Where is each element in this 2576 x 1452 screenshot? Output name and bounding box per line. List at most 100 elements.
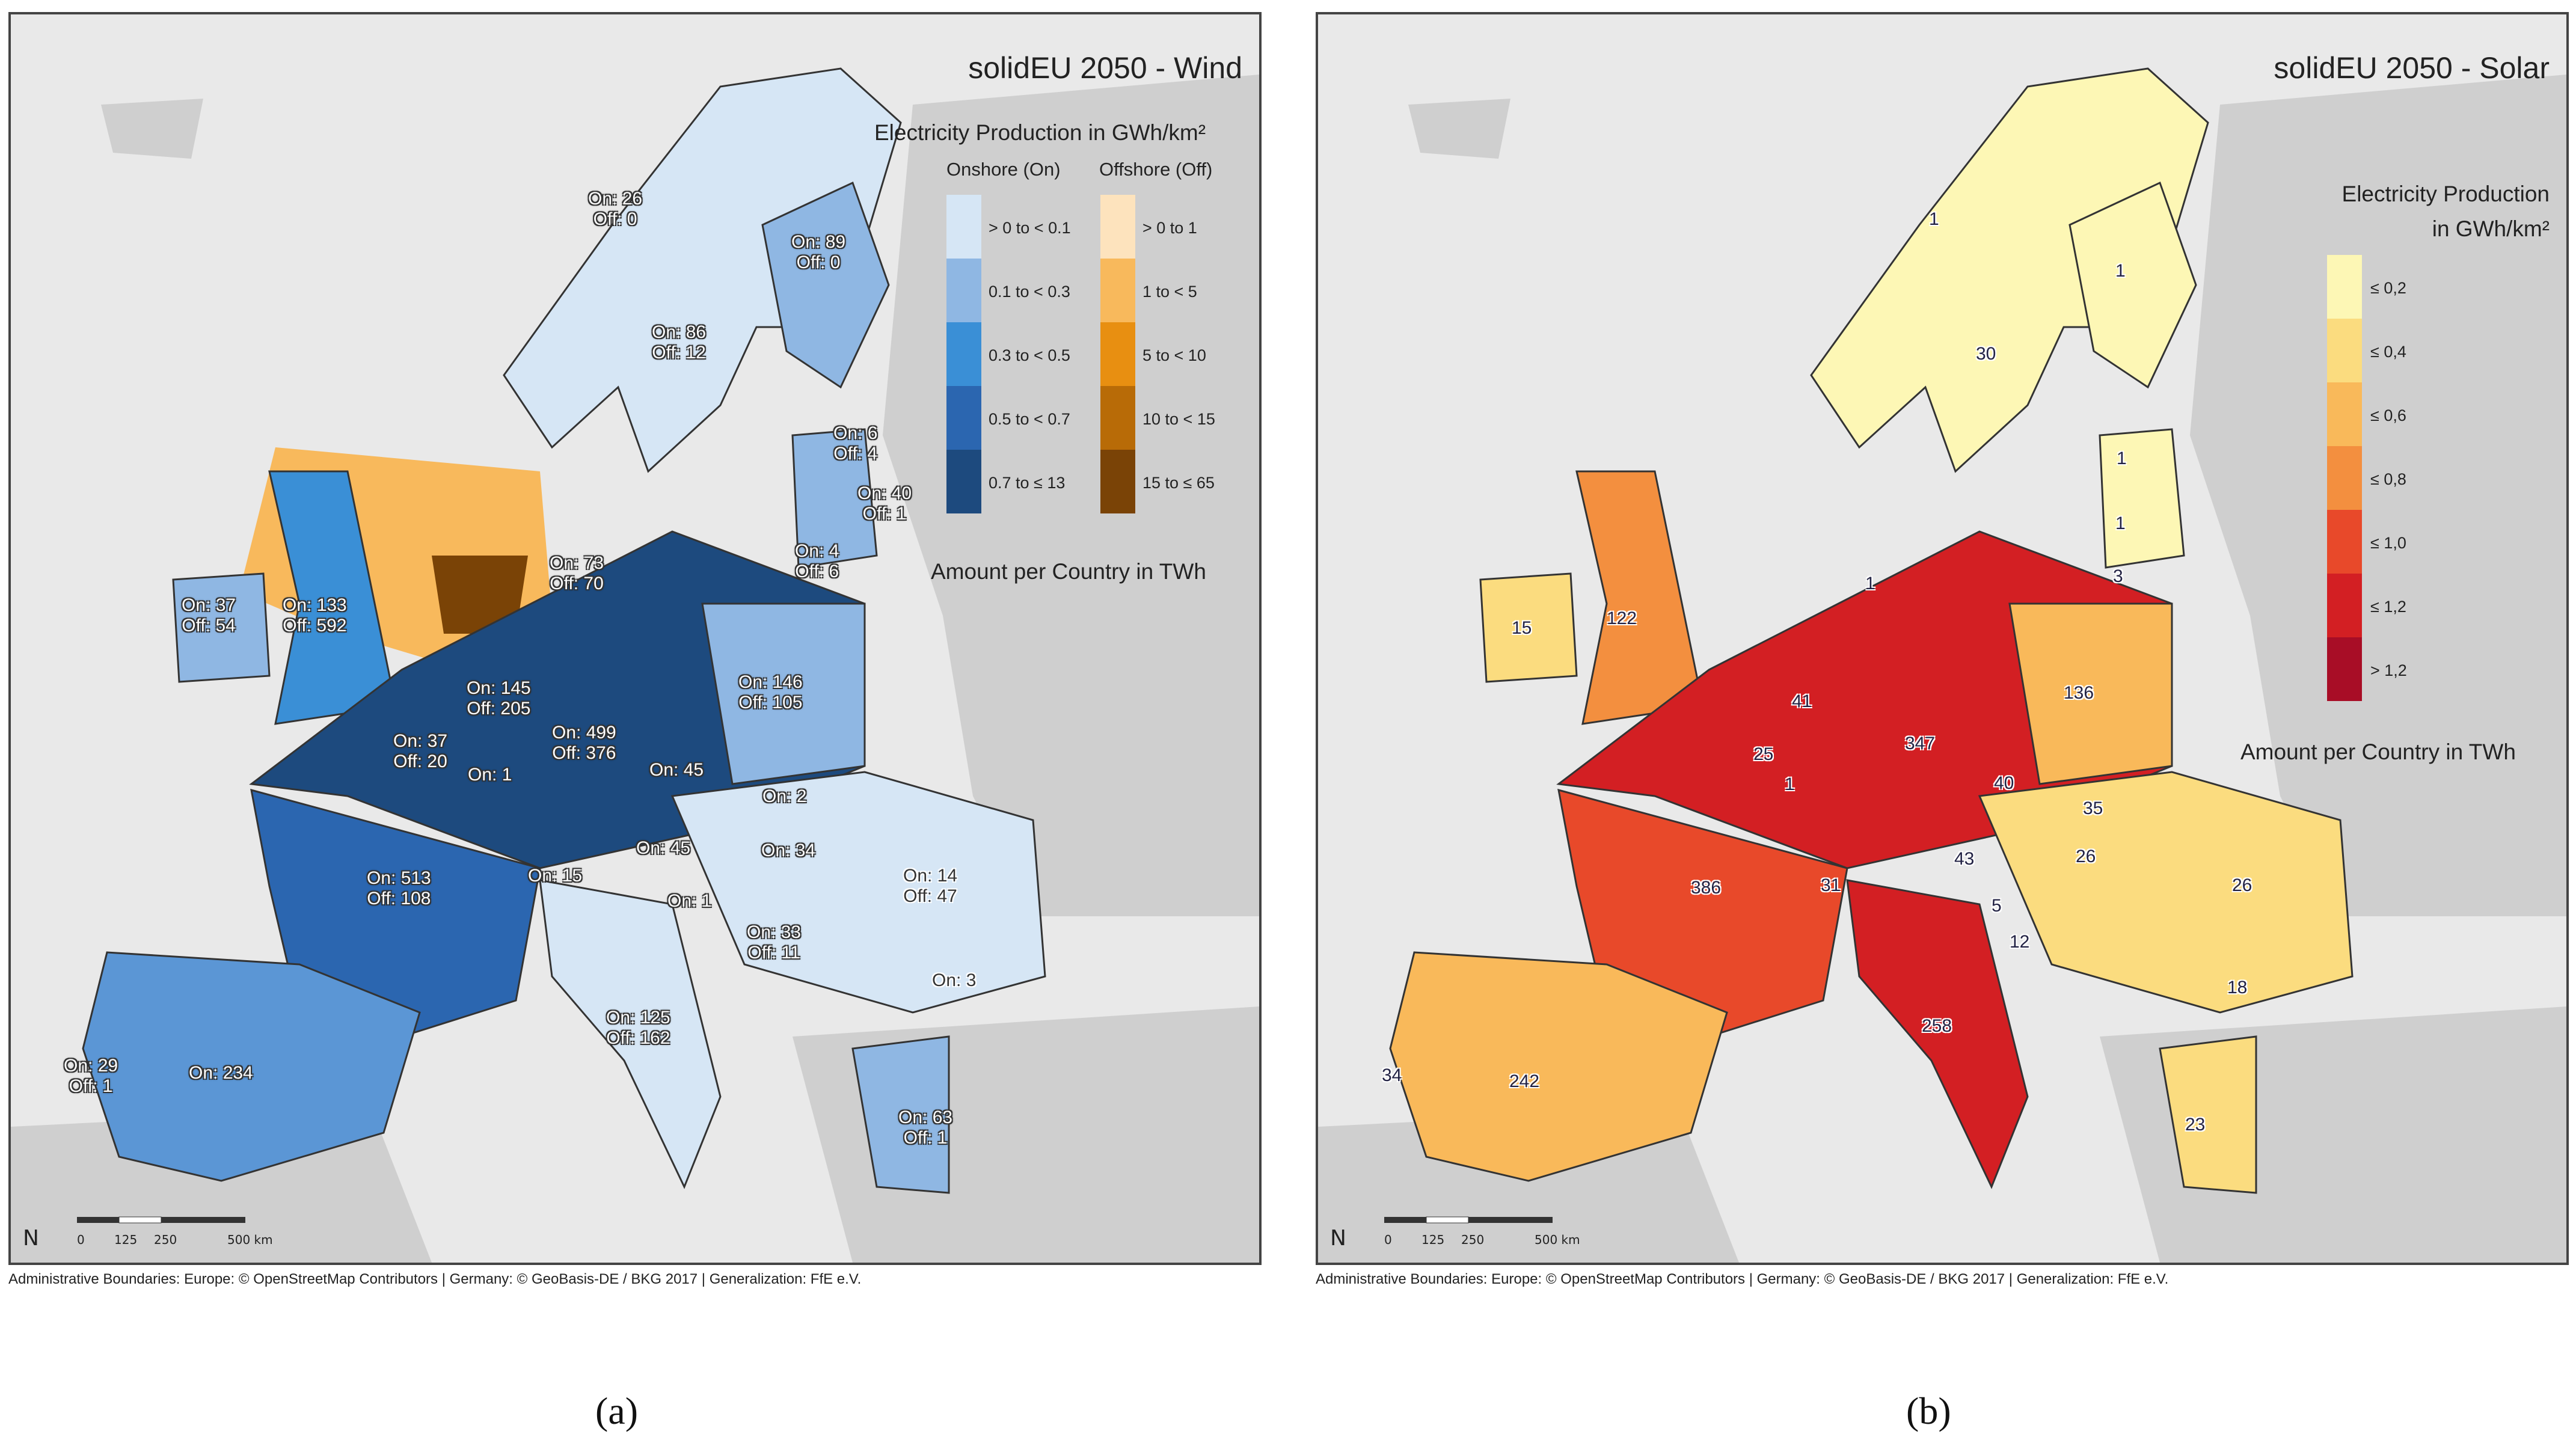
country-value-romania: 26 (2232, 875, 2252, 895)
solar-swatch-4 (2327, 446, 2362, 510)
wind-legend-title: Electricity Production in GWh/km² (874, 120, 1206, 145)
country-label-denmark: On: 73 Off: 70 (550, 553, 604, 593)
country-value-bulgaria: 18 (2227, 978, 2248, 997)
solar-amount-label: Amount per Country in TWh (2240, 740, 2516, 764)
country-label-luxembourg: On: 1 (468, 765, 512, 785)
non-eu-land-south (793, 1006, 1259, 1263)
country-value-hungary: 26 (2076, 847, 2096, 866)
country-label-ireland: On: 37 Off: 54 (182, 595, 236, 636)
country-value-lithuania: 3 (2113, 566, 2123, 586)
country-value-slovenia: 5 (1992, 896, 2002, 916)
country-value-germany: 347 (1905, 734, 1936, 753)
scandinavia-region (503, 67, 902, 473)
scale-bar-graphic (1384, 1216, 1553, 1224)
country-label-switzerland: On: 15 (528, 866, 583, 886)
scale-tick: 125 (114, 1233, 138, 1247)
offshore-class-label: > 0 to 1 (1142, 219, 1197, 237)
country-value-austria: 43 (1954, 849, 1975, 869)
onshore-class-label: 0.3 to < 0.5 (989, 346, 1070, 364)
country-value-spain: 242 (1509, 1071, 1540, 1091)
poland-region (2008, 602, 2173, 785)
offshore-class-label: 1 to < 5 (1142, 283, 1197, 301)
scale-tick: 0 (77, 1233, 85, 1247)
solar-swatch-5 (2327, 510, 2362, 574)
solar-map-title: solidEU 2050 - Solar (2274, 51, 2550, 85)
scale-tick: 500 km (1535, 1233, 1580, 1247)
greece-region (851, 1035, 950, 1194)
wind-amount-label: Amount per Country in TWh (931, 559, 1206, 584)
country-label-portugal: On: 29 Off: 1 (64, 1056, 118, 1096)
country-label-romania: On: 14 Off: 47 (903, 866, 958, 906)
country-value-latvia: 1 (2115, 513, 2126, 533)
offshore-swatch-2 (1100, 259, 1135, 322)
wind-map-title: solidEU 2050 - Wind (968, 51, 1242, 85)
scale-bar-graphic (77, 1216, 245, 1224)
onshore-swatch-1 (946, 195, 981, 259)
scandinavia-region (1810, 67, 2209, 473)
onshore-class-label: 0.7 to ≤ 13 (989, 474, 1066, 492)
baltic-region (791, 428, 878, 569)
solar-class-label: > 1,2 (2370, 661, 2407, 679)
solar-legend-title-2: in GWh/km² (2432, 216, 2550, 241)
country-label-germany: On: 499 Off: 376 (552, 723, 616, 763)
solar-map-panel: solidEU 2050 - Solar Electricity Product… (1316, 12, 2569, 1265)
country-value-uk: 122 (1607, 608, 1637, 628)
offshore-header: Offshore (Off) (1099, 159, 1213, 180)
country-value-ireland: 15 (1512, 618, 1532, 638)
country-label-france: On: 513 Off: 108 (367, 868, 431, 908)
non-eu-land-east (883, 75, 1259, 916)
ireland-region (1479, 572, 1578, 683)
non-eu-land-south (2100, 1006, 2566, 1263)
country-value-poland: 136 (2064, 683, 2094, 703)
solar-swatch-3 (2327, 382, 2362, 446)
non-eu-land-east (2190, 75, 2566, 916)
iceland-land (1408, 99, 1510, 159)
solar-class-label: ≤ 0,6 (2370, 406, 2406, 424)
finland-region (2068, 181, 2197, 389)
scale-tick: 125 (1421, 1233, 1445, 1247)
country-label-slovenia: On: 1 (667, 891, 712, 911)
country-label-netherlands: On: 145 Off: 205 (467, 678, 531, 718)
greece-region (2159, 1035, 2257, 1194)
country-label-slovakia: On: 2 (762, 786, 807, 806)
scale-tick: 500 km (227, 1233, 273, 1247)
onshore-swatch-4 (946, 386, 981, 450)
country-label-lithuania: On: 4 Off: 6 (795, 541, 839, 581)
solar-map-canvas (1318, 67, 2566, 1263)
onshore-swatch-2 (946, 259, 981, 322)
country-value-denmark: 1 (1865, 574, 1875, 593)
caption-a: (a) (595, 1389, 639, 1432)
country-value-greece: 23 (2185, 1115, 2206, 1135)
solar-class-label: ≤ 0,2 (2370, 279, 2406, 297)
country-value-italy: 258 (1922, 1016, 1952, 1036)
country-value-luxembourg: 1 (1785, 774, 1795, 794)
country-label-norway-north: On: 26 Off: 0 (588, 189, 643, 229)
solar-class-label: ≤ 0,4 (2370, 343, 2406, 361)
country-label-belgium: On: 37 Off: 20 (393, 731, 448, 771)
country-value-switzerland: 31 (1821, 875, 1841, 895)
scale-tick: 0 (1384, 1233, 1392, 1247)
country-label-poland: On: 146 Off: 105 (738, 672, 803, 712)
country-label-finland: On: 89 Off: 0 (791, 232, 846, 272)
baltic-region (2099, 428, 2185, 569)
country-label-croatia: On: 33 Off: 11 (747, 922, 802, 963)
caption-b: (b) (1906, 1389, 1951, 1432)
offshore-swatch-4 (1100, 386, 1135, 450)
offshore-swatch-3 (1100, 322, 1135, 386)
onshore-header: Onshore (On) (946, 159, 1061, 180)
offshore-class-label: 10 to < 15 (1142, 410, 1215, 428)
onshore-swatch-5 (946, 450, 981, 513)
onshore-class-label: 0.1 to < 0.3 (989, 283, 1070, 301)
country-label-greece: On: 63 Off: 1 (898, 1107, 953, 1148)
offshore-swatch-5 (1100, 450, 1135, 513)
solar-class-label: ≤ 1,0 (2370, 534, 2406, 552)
great-britain-region (1575, 470, 1704, 725)
wind-map-canvas (11, 67, 1259, 1263)
country-value-norway: 1 (1929, 209, 1939, 229)
ireland-region (172, 572, 271, 683)
offshore-class-label: 15 to ≤ 65 (1142, 474, 1215, 492)
solar-swatch-1 (2327, 255, 2362, 319)
solar-swatch-2 (2327, 319, 2362, 382)
country-value-estonia: 1 (2117, 449, 2127, 468)
country-label-czechia: On: 45 (649, 760, 704, 780)
